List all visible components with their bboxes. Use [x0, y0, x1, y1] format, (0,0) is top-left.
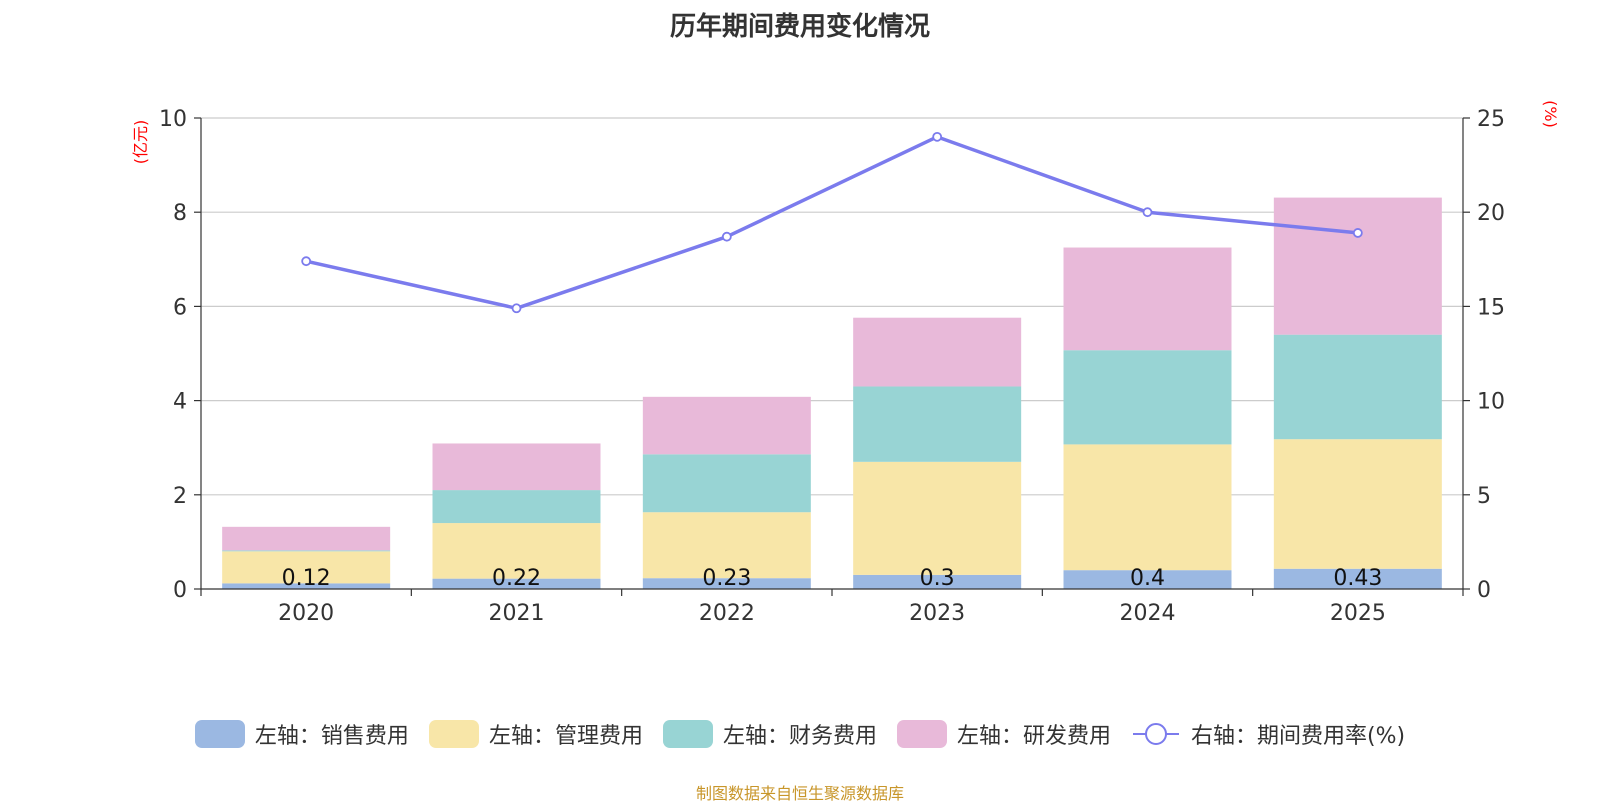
- bar-segment: [432, 443, 601, 491]
- legend-label-sales: 左轴：销售费用: [254, 724, 409, 749]
- bar-segment: [1063, 350, 1232, 445]
- rate-point: [932, 131, 943, 142]
- bar-segment: [222, 526, 391, 551]
- left-tick-label: 2: [173, 484, 187, 509]
- rate-line: [305, 135, 1359, 311]
- source-note: 制图数据来自恒生聚源数据库: [695, 784, 904, 803]
- legend-swatch-admin: [428, 720, 479, 748]
- legend-item-sales[interactable]: 左轴：销售费用: [194, 718, 409, 750]
- legend-label-admin: 左轴：管理费用: [488, 724, 643, 749]
- bar-segment: [1063, 247, 1232, 351]
- legend-item-rnd[interactable]: 左轴：研发费用: [896, 718, 1111, 750]
- bar-segment: [642, 578, 811, 589]
- right-tick-label: 5: [1477, 484, 1491, 509]
- data-label: 0.12: [282, 566, 331, 591]
- bar-segment: [222, 551, 391, 584]
- bar-segment: [1273, 439, 1442, 569]
- bar-segment: [642, 454, 811, 513]
- right-axis-unit: (%): [1541, 100, 1560, 128]
- bar-segment: [1063, 444, 1232, 571]
- legend-label-finance: 左轴：财务费用: [722, 724, 877, 749]
- bar-series: [222, 197, 1442, 589]
- chart-title: 历年期间费用变化情况: [669, 12, 930, 42]
- data-label: 0.3: [920, 566, 955, 591]
- bar-segment: [853, 317, 1022, 387]
- right-tick-label: 0: [1477, 578, 1491, 603]
- bar-segment: [1273, 334, 1442, 440]
- right-tick-label: 10: [1477, 390, 1505, 415]
- legend-item-rate[interactable]: 右轴：期间费用率(%): [1131, 718, 1405, 750]
- legend-item-finance[interactable]: 左轴：财务费用: [662, 718, 877, 750]
- bar-segment: [432, 523, 601, 579]
- left-tick-label: 4: [173, 390, 187, 415]
- bar-segment: [222, 583, 391, 589]
- right-tick-label: 25: [1477, 107, 1505, 132]
- bar-segment: [432, 578, 601, 589]
- legend-swatch-finance: [662, 720, 713, 748]
- rate-point: [301, 256, 312, 267]
- right-tick-label: 15: [1477, 295, 1505, 320]
- bar-segment: [432, 490, 601, 524]
- bar-segment: [1273, 197, 1442, 335]
- left-tick-label: 6: [173, 295, 187, 320]
- rate-point: [1352, 228, 1363, 238]
- legend: 左轴：销售费用 左轴：管理费用 左轴：财务费用 左轴：研发费用 右轴：期间费用率…: [0, 718, 1600, 750]
- bar-segment: [853, 461, 1022, 575]
- data-label: 0.4: [1130, 566, 1165, 591]
- legend-swatch-sales: [194, 720, 245, 748]
- data-label: 0.22: [492, 566, 541, 591]
- rate-point: [1142, 207, 1153, 218]
- legend-swatch-rnd: [896, 720, 947, 748]
- bar-segment: [642, 512, 811, 579]
- right-tick-label: 20: [1477, 201, 1505, 226]
- x-tick-label: 2021: [489, 601, 545, 626]
- x-tick-label: 2025: [1330, 601, 1386, 626]
- data-labels: 0.12 0.22 0.23 0.3 0.4 0.43: [282, 566, 1383, 591]
- legend-line-marker-icon: [1132, 723, 1179, 745]
- bar-segment: [222, 550, 391, 552]
- legend-label-rate: 右轴：期间费用率(%): [1190, 724, 1406, 749]
- x-tick-label: 2022: [699, 601, 755, 626]
- left-tick-label: 8: [173, 201, 187, 226]
- rate-point: [721, 231, 732, 242]
- x-tick-label: 2020: [278, 601, 334, 626]
- data-label: 0.43: [1333, 566, 1382, 591]
- left-tick-label: 0: [173, 578, 187, 603]
- legend-label-rnd: 左轴：研发费用: [956, 724, 1111, 749]
- x-tick-label: 2023: [909, 601, 965, 626]
- x-tick-label: 2024: [1120, 601, 1176, 626]
- bar-segment: [1063, 570, 1232, 589]
- grid-lines: [201, 117, 1463, 496]
- data-label: 0.23: [702, 566, 751, 591]
- left-tick-label: 10: [159, 107, 187, 132]
- bar-segment: [853, 386, 1022, 462]
- left-axis-unit: (亿元): [131, 120, 150, 165]
- bar-segment: [1273, 568, 1442, 589]
- legend-item-admin[interactable]: 左轴：管理费用: [428, 718, 643, 750]
- line-series: [301, 131, 1363, 314]
- bar-segment: [642, 396, 811, 455]
- bar-segment: [853, 574, 1022, 589]
- rate-point: [511, 303, 522, 314]
